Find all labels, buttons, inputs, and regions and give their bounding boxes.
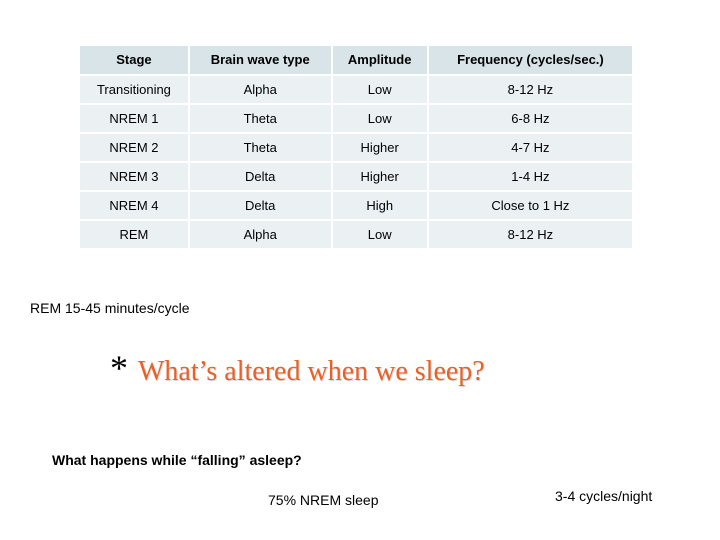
note-cycles: 3-4 cycles/night [555, 488, 652, 504]
cell: NREM 1 [79, 104, 189, 133]
cell: 6-8 Hz [428, 104, 633, 133]
slide-heading: What’s altered when we sleep? [138, 358, 485, 386]
cell: Transitioning [79, 75, 189, 104]
cell: Low [332, 104, 428, 133]
cell: Alpha [189, 220, 332, 249]
cell: REM [79, 220, 189, 249]
cell: 1-4 Hz [428, 162, 633, 191]
col-brainwave: Brain wave type [189, 45, 332, 75]
table-row: NREM 4 Delta High Close to 1 Hz [79, 191, 633, 220]
col-stage: Stage [79, 45, 189, 75]
cell: Delta [189, 191, 332, 220]
note-question: What happens while “falling” asleep? [52, 452, 302, 468]
cell: Higher [332, 133, 428, 162]
table-row: NREM 3 Delta Higher 1-4 Hz [79, 162, 633, 191]
cell: Low [332, 75, 428, 104]
cell: High [332, 191, 428, 220]
note-rem-duration: REM 15-45 minutes/cycle [30, 300, 190, 316]
cell: Theta [189, 104, 332, 133]
cell: 8-12 Hz [428, 220, 633, 249]
table-body: Transitioning Alpha Low 8-12 Hz NREM 1 T… [79, 75, 633, 249]
cell: Low [332, 220, 428, 249]
brainwave-table: Stage Brain wave type Amplitude Frequenc… [78, 44, 634, 250]
table-header-row: Stage Brain wave type Amplitude Frequenc… [79, 45, 633, 75]
asterisk-icon: * [110, 350, 128, 386]
cell: NREM 4 [79, 191, 189, 220]
cell: 4-7 Hz [428, 133, 633, 162]
brainwave-table-wrap: Stage Brain wave type Amplitude Frequenc… [78, 44, 634, 250]
table-row: NREM 1 Theta Low 6-8 Hz [79, 104, 633, 133]
table-row: REM Alpha Low 8-12 Hz [79, 220, 633, 249]
cell: 8-12 Hz [428, 75, 633, 104]
col-frequency: Frequency (cycles/sec.) [428, 45, 633, 75]
cell: Delta [189, 162, 332, 191]
table-row: Transitioning Alpha Low 8-12 Hz [79, 75, 633, 104]
cell: Alpha [189, 75, 332, 104]
cell: NREM 2 [79, 133, 189, 162]
col-amplitude: Amplitude [332, 45, 428, 75]
cell: Theta [189, 133, 332, 162]
heading-row: * What’s altered when we sleep? [110, 350, 485, 386]
cell: NREM 3 [79, 162, 189, 191]
table-row: NREM 2 Theta Higher 4-7 Hz [79, 133, 633, 162]
note-nrem-pct: 75% NREM sleep [268, 492, 379, 508]
cell: Close to 1 Hz [428, 191, 633, 220]
cell: Higher [332, 162, 428, 191]
